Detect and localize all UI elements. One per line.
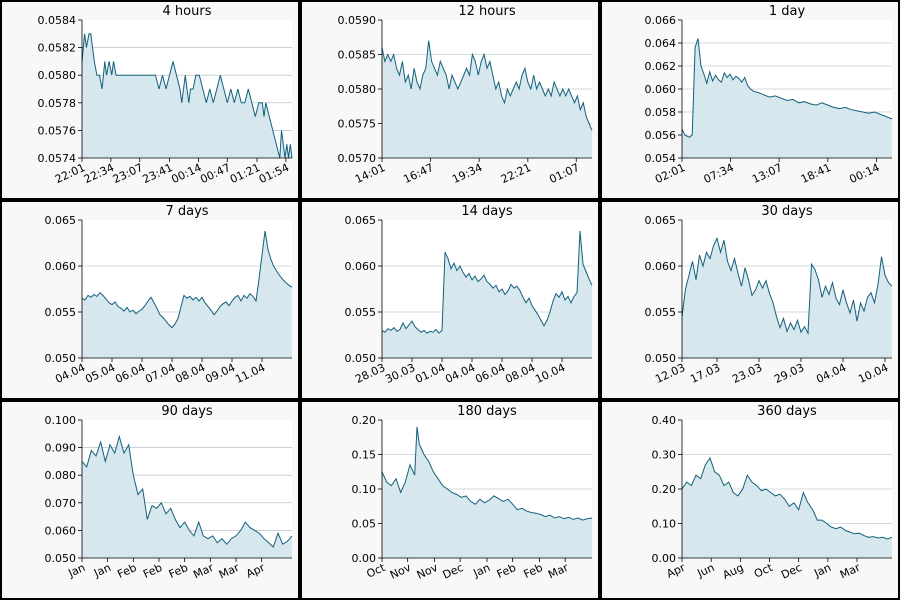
chart-panel-4: 0.0500.0550.0600.06504.0405.0406.0407.04… xyxy=(0,200,300,400)
series-line xyxy=(81,230,293,329)
y-tick-label: 0.0576 xyxy=(38,124,77,137)
series-line xyxy=(381,230,593,334)
panel-frame xyxy=(600,0,900,200)
y-tick-label: 0.050 xyxy=(45,552,77,565)
y-tick-label: 0.10 xyxy=(652,518,677,531)
series-area xyxy=(82,231,292,358)
series-area xyxy=(682,458,892,558)
y-tick-label: 0.065 xyxy=(45,214,77,227)
y-tick-label: 0.060 xyxy=(45,260,77,273)
series-area xyxy=(382,231,592,358)
panel-frame xyxy=(600,400,900,600)
series-area xyxy=(382,40,592,159)
y-tick-label: 0.00 xyxy=(352,552,377,565)
y-tick-label: 0.062 xyxy=(645,60,677,73)
y-tick-label: 0.0574 xyxy=(38,152,77,165)
series-line xyxy=(681,38,893,138)
panel-frame xyxy=(600,200,900,400)
chart-panel-3: 0.0540.0560.0580.0600.0620.0640.06602:01… xyxy=(600,0,900,200)
chart-title: 12 hours xyxy=(458,4,515,19)
y-tick-label: 0.050 xyxy=(645,352,677,365)
series-area xyxy=(682,238,892,358)
y-tick-label: 0.0585 xyxy=(338,49,377,62)
chart-title: 180 days xyxy=(457,404,517,419)
y-tick-label: 0.05 xyxy=(352,518,377,531)
series-area xyxy=(82,436,292,558)
series-line xyxy=(81,434,293,548)
y-tick-label: 0.060 xyxy=(45,524,77,537)
y-tick-label: 0.070 xyxy=(45,497,77,510)
chart-title: 14 days xyxy=(461,204,513,219)
y-tick-label: 0.0582 xyxy=(38,42,77,55)
y-tick-label: 0.0570 xyxy=(338,152,377,165)
chart-panel-5: 0.0500.0550.0600.06528.0330.0301.0404.04… xyxy=(300,200,600,400)
y-tick-label: 0.055 xyxy=(345,306,377,319)
y-tick-label: 0.0575 xyxy=(338,118,377,131)
series-area xyxy=(382,426,592,558)
chart-panel-1: 0.05740.05760.05780.05800.05820.058422:0… xyxy=(0,0,300,200)
y-tick-label: 0.064 xyxy=(645,37,677,50)
y-tick-label: 0.090 xyxy=(45,442,77,455)
y-tick-label: 0.050 xyxy=(45,352,77,365)
chart-title: 30 days xyxy=(761,204,813,219)
y-tick-label: 0.0584 xyxy=(38,14,77,27)
y-tick-label: 0.050 xyxy=(345,352,377,365)
panel-frame xyxy=(0,0,300,200)
chart-title: 7 days xyxy=(165,204,208,219)
series-area xyxy=(82,33,292,158)
y-tick-label: 0.065 xyxy=(345,214,377,227)
series-line xyxy=(381,426,593,521)
series-line xyxy=(681,456,893,540)
y-tick-label: 0.060 xyxy=(645,83,677,96)
y-tick-label: 0.065 xyxy=(645,214,677,227)
y-tick-label: 0.055 xyxy=(645,306,677,319)
y-tick-label: 0.055 xyxy=(45,306,77,319)
y-tick-label: 0.0578 xyxy=(38,97,77,110)
y-tick-label: 0.0590 xyxy=(338,14,377,27)
y-tick-label: 0.060 xyxy=(345,260,377,273)
y-tick-label: 0.0580 xyxy=(338,83,377,96)
y-tick-label: 0.10 xyxy=(352,483,377,496)
chart-title: 1 day xyxy=(769,4,806,19)
y-tick-label: 0.40 xyxy=(652,414,677,427)
chart-title: 90 days xyxy=(161,404,213,419)
chart-title: 4 hours xyxy=(163,4,212,19)
y-tick-label: 0.30 xyxy=(652,449,677,462)
y-tick-label: 0.058 xyxy=(645,106,677,119)
y-tick-label: 0.080 xyxy=(45,469,77,482)
panel-frame xyxy=(300,200,600,400)
panel-frame xyxy=(0,200,300,400)
y-tick-label: 0.0580 xyxy=(38,69,77,82)
y-tick-label: 0.056 xyxy=(645,129,677,142)
panel-frame xyxy=(0,400,300,600)
y-tick-label: 0.15 xyxy=(352,449,377,462)
y-tick-label: 0.066 xyxy=(645,14,677,27)
y-tick-label: 0.054 xyxy=(645,152,677,165)
series-line xyxy=(381,40,593,131)
series-line xyxy=(81,33,293,159)
series-line xyxy=(681,236,893,336)
y-tick-label: 0.060 xyxy=(645,260,677,273)
series-area xyxy=(682,38,892,158)
y-tick-label: 0.20 xyxy=(652,483,677,496)
y-tick-label: 0.20 xyxy=(352,414,377,427)
panel-frame xyxy=(300,0,600,200)
panel-frame xyxy=(300,400,600,600)
y-tick-label: 0.00 xyxy=(652,552,677,565)
chart-title: 360 days xyxy=(757,404,817,419)
y-tick-label: 0.100 xyxy=(45,414,77,427)
